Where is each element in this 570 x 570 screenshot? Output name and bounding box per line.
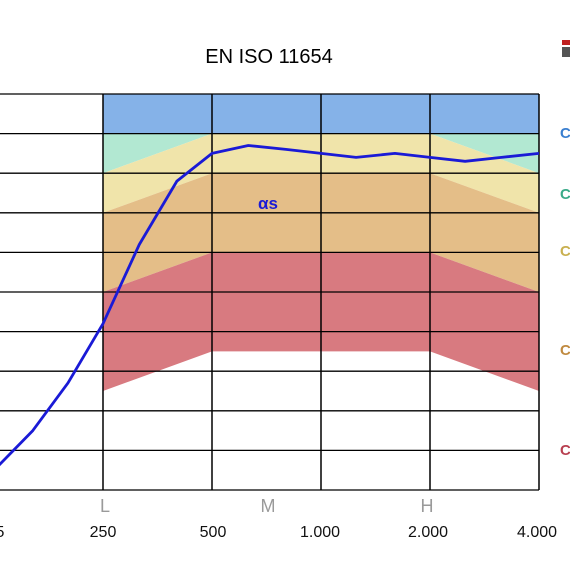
legend-class-b: C <box>560 186 570 203</box>
class-band-b <box>103 133 539 174</box>
band-marker-label: L <box>100 496 110 516</box>
x-axis-ticks: 5 250 500 1.000 2.000 4.000 L M H <box>0 496 557 541</box>
x-tick-label: 1.000 <box>300 524 340 541</box>
x-tick-label: 250 <box>90 524 117 541</box>
alpha-s-curve: αs <box>0 144 540 467</box>
x-tick-label: 5 <box>0 524 5 541</box>
chart-title: EN ISO 11654 <box>205 46 332 68</box>
alpha-s-line <box>0 144 540 467</box>
x-tick-label: 4.000 <box>517 524 557 541</box>
band-marker-label: M <box>261 496 276 516</box>
legend-class-d: C <box>560 342 570 359</box>
grid <box>0 93 540 491</box>
legend-class-c: C <box>560 243 570 260</box>
x-tick-label: 500 <box>200 524 227 541</box>
brand-logo-icon <box>562 40 570 57</box>
series-label: αs <box>258 194 278 213</box>
class-legend: C C C C C <box>560 125 570 459</box>
band-marker-label: H <box>421 496 434 516</box>
legend-class-a: C <box>560 125 570 142</box>
legend-class-e: C <box>560 442 570 459</box>
x-tick-label: 2.000 <box>408 524 448 541</box>
